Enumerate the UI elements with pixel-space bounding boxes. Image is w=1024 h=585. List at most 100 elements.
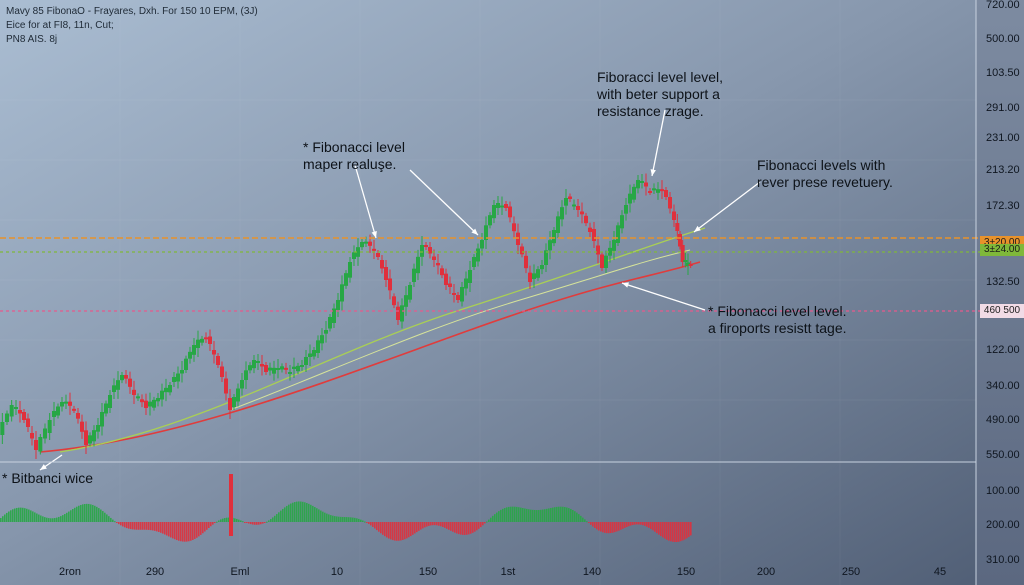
oscillator-bar xyxy=(492,515,494,522)
oscillator-bar xyxy=(360,519,362,522)
oscillator-bar xyxy=(444,522,446,528)
oscillator-bar xyxy=(4,514,6,522)
oscillator-bar xyxy=(346,517,348,522)
candle xyxy=(30,433,34,439)
oscillator-bar xyxy=(94,505,96,522)
annotation-arrow xyxy=(693,181,761,233)
oscillator-bar xyxy=(674,522,676,543)
candle xyxy=(340,284,344,302)
oscillator-bar xyxy=(188,522,190,542)
candle xyxy=(675,223,680,231)
oscillator-bar xyxy=(240,520,242,522)
oscillator-bar xyxy=(184,522,186,542)
candle xyxy=(320,335,324,344)
oscillator-bar xyxy=(40,515,42,522)
candle xyxy=(448,283,452,287)
oscillator-bar xyxy=(20,507,22,522)
candle xyxy=(492,205,496,219)
oscillator-bar xyxy=(32,511,34,522)
oscillator-bar xyxy=(340,516,342,522)
oscillator-bar xyxy=(518,507,520,522)
time-axis-label: 10 xyxy=(330,566,344,578)
oscillator-bar xyxy=(322,511,324,522)
oscillator-bar xyxy=(480,522,482,528)
oscillator-bar xyxy=(142,522,144,530)
candle xyxy=(560,207,564,220)
candle xyxy=(132,389,136,395)
candle xyxy=(384,267,388,280)
candle xyxy=(240,380,244,389)
oscillator-bar xyxy=(198,522,200,537)
oscillator-bar xyxy=(124,522,126,528)
oscillator-bar xyxy=(562,506,564,522)
oscillator-bar xyxy=(80,504,82,522)
oscillator-bar xyxy=(404,522,406,540)
candle xyxy=(388,278,392,291)
annotation-arrowhead xyxy=(622,282,629,288)
time-axis-label: 45 xyxy=(933,566,947,578)
candle xyxy=(26,418,30,427)
oscillator-bar xyxy=(652,522,654,531)
oscillator-bar xyxy=(550,507,552,522)
oscillator-bar xyxy=(608,522,610,534)
oscillator-bar xyxy=(396,522,398,541)
oscillator-bar xyxy=(430,522,432,526)
candle xyxy=(678,234,682,247)
oscillator-bar xyxy=(432,522,434,526)
oscillator-bar xyxy=(180,522,182,542)
oscillator-bar xyxy=(158,522,160,533)
oscillator-bar xyxy=(168,522,170,537)
oscillator-bar xyxy=(364,521,366,523)
oscillator-bar xyxy=(30,510,32,522)
oscillator-bar xyxy=(150,522,152,531)
oscillator-bar xyxy=(672,522,674,542)
time-axis-label: 150 xyxy=(418,566,438,578)
candle xyxy=(264,365,268,372)
oscillator-bar xyxy=(8,511,10,522)
oscillator-bar xyxy=(24,508,26,522)
oscillator-bar xyxy=(568,508,570,522)
oscillator-bar xyxy=(96,506,98,522)
oscillator-bar xyxy=(172,522,174,539)
annotation-arrowhead xyxy=(650,169,656,176)
oscillator-bar xyxy=(600,522,602,532)
oscillator-bar xyxy=(508,506,510,522)
oscillator-bar xyxy=(196,522,198,538)
oscillator-bar xyxy=(512,506,514,522)
badge-pink-level: 460 500 xyxy=(980,304,1024,318)
oscillator-bar xyxy=(348,517,350,522)
oscillator-bar xyxy=(164,522,166,535)
oscillator-bar xyxy=(522,508,524,522)
oscillator-bar xyxy=(436,522,438,526)
price-axis-label: 213.20 xyxy=(986,164,1020,176)
oscillator-bar xyxy=(152,522,154,531)
candle xyxy=(548,240,552,251)
candle xyxy=(392,296,396,306)
oscillator-bar xyxy=(264,522,266,523)
oscillator-bar xyxy=(0,518,2,522)
oscillator-bar xyxy=(612,522,614,533)
oscillator-bar xyxy=(162,522,164,534)
oscillator-bar xyxy=(434,522,436,526)
candle xyxy=(328,317,332,329)
candle xyxy=(664,190,668,197)
candle xyxy=(256,361,260,363)
oscillator-bar xyxy=(266,521,268,523)
oscillator-bar xyxy=(144,522,146,530)
candles xyxy=(0,173,693,459)
oscillator-bar xyxy=(666,522,668,540)
candle xyxy=(368,241,372,246)
oscillator-bar xyxy=(646,522,648,527)
oscillator-bar xyxy=(60,516,62,522)
oscillator-bar xyxy=(342,516,344,522)
oscillator-bar xyxy=(618,522,620,531)
oscillator-bar xyxy=(510,506,512,522)
annotation-arrowhead xyxy=(371,231,377,238)
candle xyxy=(260,364,264,367)
oscillator-bar xyxy=(616,522,618,532)
oscillator-bar xyxy=(316,508,318,522)
candle xyxy=(624,205,628,214)
oscillator-bar xyxy=(478,522,480,529)
candle xyxy=(412,268,416,282)
